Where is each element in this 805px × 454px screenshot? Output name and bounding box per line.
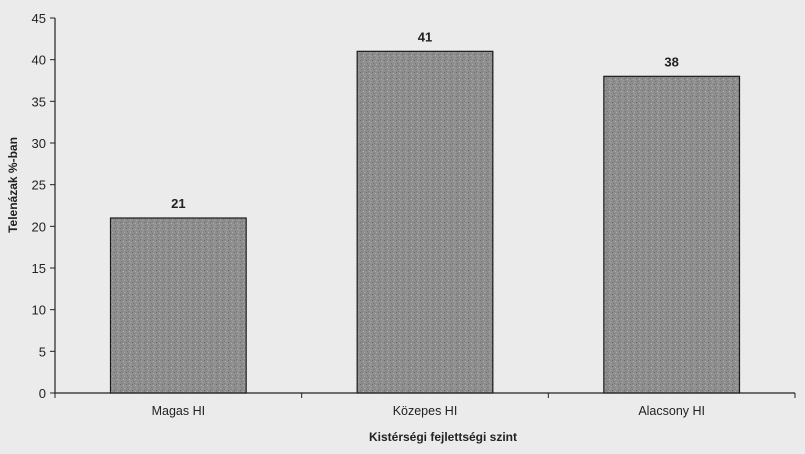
category-label: Magas HI: [152, 404, 206, 418]
data-label: 21: [171, 196, 185, 211]
y-tick-label: 25: [32, 178, 46, 193]
y-tick-label: 10: [32, 303, 46, 318]
y-tick-label: 35: [32, 94, 46, 109]
bar-1: [109, 217, 247, 394]
y-tick-label: 30: [32, 136, 46, 151]
y-tick-label: 20: [32, 219, 46, 234]
x-axis-title: Kistérségi fejlettségi szint: [369, 430, 517, 444]
bar-3: [603, 75, 741, 394]
category-label: Alacsony HI: [638, 404, 705, 418]
y-tick-label: 40: [32, 53, 46, 68]
data-label: 38: [664, 54, 678, 69]
y-axis-title: Telenázak %-ban: [6, 137, 20, 233]
data-label: 41: [418, 29, 432, 44]
y-tick-label: 45: [32, 11, 46, 26]
y-axis-ticks: 0 5 10 15 20 25 30 35 40 45: [32, 11, 55, 401]
y-tick-label: 0: [39, 386, 46, 401]
category-label: Közepes HI: [393, 404, 458, 418]
y-tick-label: 5: [39, 344, 46, 359]
y-tick-label: 15: [32, 261, 46, 276]
data-labels: 21 41 38: [171, 29, 679, 211]
x-axis-category-labels: Magas HI Közepes HI Alacsony HI: [54, 393, 796, 418]
bar-2: [356, 50, 494, 394]
bars: [109, 50, 741, 394]
